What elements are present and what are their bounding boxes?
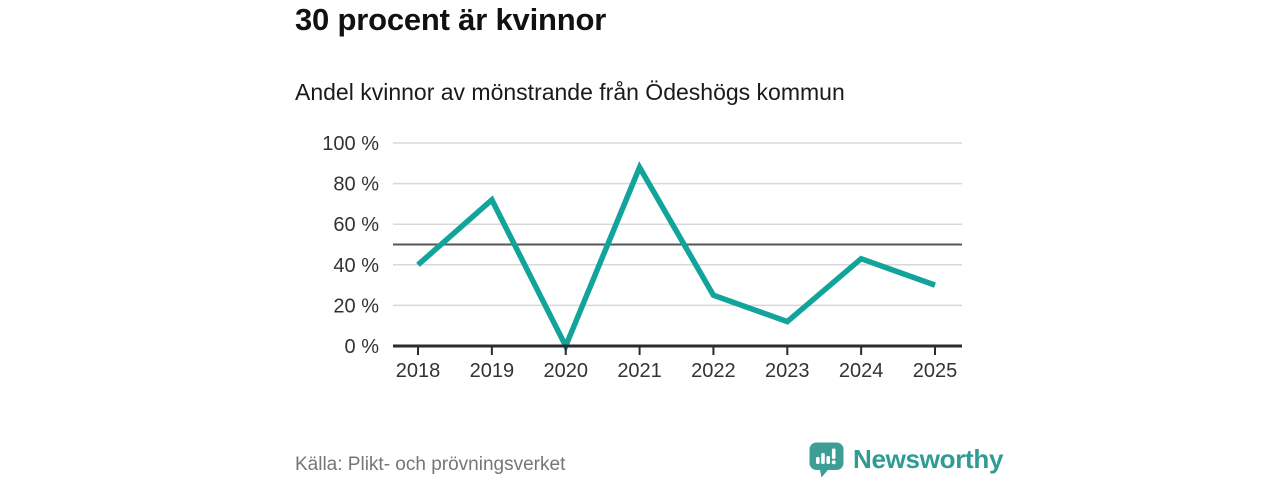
chart-title: 30 procent är kvinnor [295, 2, 607, 37]
svg-text:0 %: 0 % [345, 336, 380, 358]
svg-text:2019: 2019 [470, 360, 515, 382]
svg-text:2022: 2022 [691, 360, 736, 382]
svg-text:40 %: 40 % [333, 255, 379, 277]
svg-text:60 %: 60 % [333, 214, 379, 236]
brand-name: Newsworthy [853, 444, 1004, 474]
svg-text:80 %: 80 % [333, 174, 379, 196]
svg-text:20 %: 20 % [333, 295, 379, 317]
chart-subtitle: Andel kvinnor av mönstrande från Ödeshög… [295, 79, 845, 105]
svg-text:2025: 2025 [913, 360, 958, 382]
bar-chart-speech-bubble-icon [809, 442, 844, 478]
source-note: Källa: Plikt- och prövningsverket [295, 454, 566, 475]
svg-text:2018: 2018 [396, 360, 441, 382]
newsworthy-logo: Newsworthy [808, 441, 1003, 478]
svg-text:2021: 2021 [617, 360, 662, 382]
svg-text:2020: 2020 [543, 360, 588, 382]
svg-text:100 %: 100 % [322, 133, 379, 155]
svg-text:2023: 2023 [765, 360, 810, 382]
svg-text:2024: 2024 [839, 360, 884, 382]
